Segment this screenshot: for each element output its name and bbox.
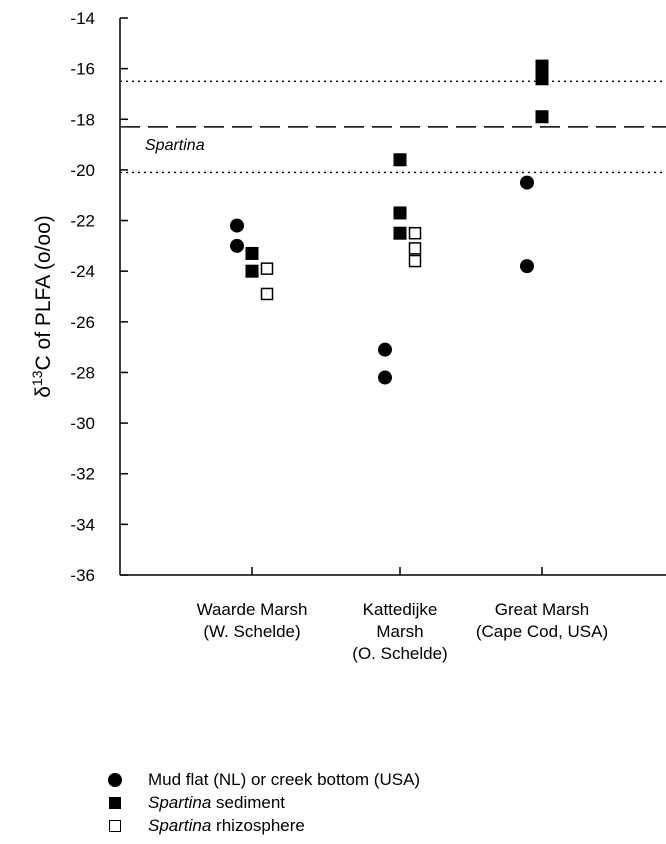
x-category-label: Kattedijke Marsh (O. Schelde) bbox=[352, 600, 447, 663]
x-category-label: Great Marsh (Cape Cod, USA) bbox=[476, 600, 608, 641]
x-category-label-line: Waarde Marsh bbox=[197, 600, 308, 619]
y-tick-label: -36 bbox=[70, 566, 95, 585]
x-category-label: Waarde Marsh (W. Schelde) bbox=[197, 600, 308, 641]
legend-label: Mud flat (NL) or creek bottom (USA) bbox=[148, 770, 421, 789]
y-tick-label: -22 bbox=[70, 212, 95, 231]
legend-item-mud-flat: Mud flat (NL) or creek bottom (USA) bbox=[108, 768, 628, 791]
y-tick-label: -32 bbox=[70, 465, 95, 484]
data-point-mud-flat bbox=[378, 370, 392, 385]
data-point-spartina-rhizosphere bbox=[408, 242, 422, 255]
y-tick-label: -26 bbox=[70, 313, 95, 332]
y-tick-label: -18 bbox=[70, 110, 95, 129]
y-axis-label-part: 13 bbox=[29, 370, 45, 386]
data-point-spartina-sediment bbox=[393, 206, 407, 220]
x-category-label-line: Great Marsh bbox=[495, 600, 589, 619]
y-tick-label: -34 bbox=[70, 515, 95, 534]
y-tick-label: -24 bbox=[70, 262, 95, 281]
data-point-spartina-sediment bbox=[245, 264, 259, 278]
circle-marker-icon bbox=[108, 773, 122, 787]
y-tick-label: -28 bbox=[70, 363, 95, 382]
open-square-marker-icon bbox=[109, 820, 121, 832]
x-category-label-line: (W. Schelde) bbox=[203, 622, 300, 641]
legend-label: Spartina rhizosphere bbox=[148, 816, 305, 835]
data-point-spartina-sediment bbox=[535, 72, 549, 86]
filled-square-marker-icon bbox=[109, 797, 121, 809]
y-tick-label: -16 bbox=[70, 60, 95, 79]
reference-line-label: Spartina bbox=[145, 137, 205, 154]
data-point-spartina-sediment bbox=[535, 110, 549, 124]
data-point-spartina-rhizosphere bbox=[408, 254, 422, 268]
data-point-spartina-rhizosphere bbox=[260, 262, 274, 275]
y-tick-label: -14 bbox=[70, 9, 95, 28]
data-point-spartina-sediment bbox=[393, 153, 407, 167]
data-point-mud-flat bbox=[230, 238, 244, 253]
y-tick-label: -20 bbox=[70, 161, 95, 180]
data-point-spartina-sediment bbox=[245, 246, 259, 260]
x-category-label-line: Marsh bbox=[376, 622, 423, 641]
y-tick-label: -30 bbox=[70, 414, 95, 433]
x-category-label-line: (Cape Cod, USA) bbox=[476, 622, 608, 641]
data-point-mud-flat bbox=[230, 218, 244, 233]
data-point-spartina-sediment bbox=[535, 59, 549, 73]
y-axis-label: δ13C of PLFA (o/oo) bbox=[29, 215, 55, 398]
data-point-spartina-sediment bbox=[393, 226, 407, 240]
legend-item-spartina-rhizosphere: Spartina rhizosphere bbox=[108, 814, 628, 837]
data-point-mud-flat bbox=[520, 259, 534, 274]
y-axis-label-part: C of PLFA (o/oo) bbox=[32, 215, 55, 370]
chart-svg: -14 -16 -18 -20 -22 -24 -26 -28 -30 -32 -34 -36 Waar… bbox=[29, 9, 666, 663]
legend-item-spartina-sediment: Spartina sediment bbox=[108, 791, 628, 814]
x-category-label-line: (O. Schelde) bbox=[352, 644, 447, 663]
legend-label: Spartina sediment bbox=[148, 793, 286, 812]
data-point-mud-flat bbox=[520, 175, 534, 190]
data-point-spartina-rhizosphere bbox=[260, 287, 274, 301]
data-point-spartina-rhizosphere bbox=[408, 226, 422, 240]
data-point-mud-flat bbox=[378, 342, 392, 357]
x-category-label-line: Kattedijke bbox=[363, 600, 438, 619]
y-axis-label-part: δ bbox=[32, 386, 55, 398]
legend: Mud flat (NL) or creek bottom (USA) Spar… bbox=[108, 768, 628, 837]
